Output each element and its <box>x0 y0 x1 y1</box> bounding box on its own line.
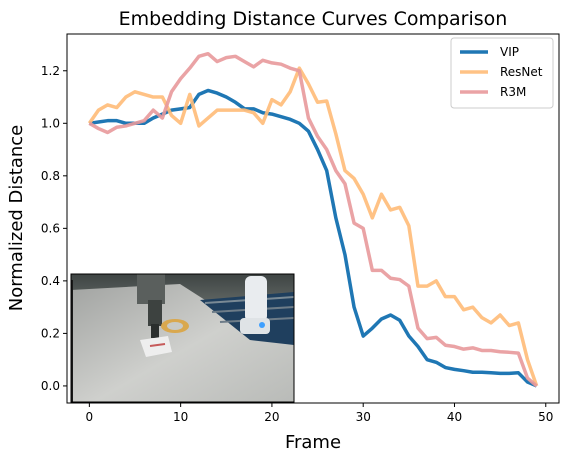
y-tick-label: 0.2 <box>41 326 60 340</box>
legend-label-r3m: R3M <box>500 85 526 99</box>
y-tick-label: 1.0 <box>41 116 60 130</box>
legend-label-vip: VIP <box>500 45 519 59</box>
x-axis-title: Frame <box>285 432 341 453</box>
robot-arm-photo <box>70 273 295 403</box>
y-tick-label: 0.6 <box>41 221 60 235</box>
x-tick-label: 10 <box>173 410 188 424</box>
y-tick-label: 1.2 <box>41 64 60 78</box>
x-axis: 0 10 20 30 40 50 <box>86 403 553 424</box>
x-tick-label: 50 <box>538 410 553 424</box>
x-tick-label: 30 <box>356 410 371 424</box>
plot-frame <box>66 33 560 404</box>
series-line-r3m <box>88 51 538 388</box>
legend-label-resnet: ResNet <box>500 65 543 79</box>
x-tick-label: 40 <box>447 410 462 424</box>
series-layer <box>87 51 539 388</box>
y-tick-label: 0.8 <box>41 169 60 183</box>
x-tick-label: 20 <box>264 410 279 424</box>
series-line-resnet <box>87 66 539 387</box>
y-tick-label: 0.4 <box>41 274 60 288</box>
y-axis: 0.0 0.2 0.4 0.6 0.8 1.0 1.2 <box>41 64 67 393</box>
legend: VIP ResNet R3M <box>450 37 554 109</box>
y-axis-title: Normalized Distance <box>6 125 27 312</box>
x-tick-label: 0 <box>86 410 94 424</box>
y-tick-label: 0.0 <box>41 379 60 393</box>
chart-title: Embedding Distance Curves Comparison <box>119 8 508 30</box>
